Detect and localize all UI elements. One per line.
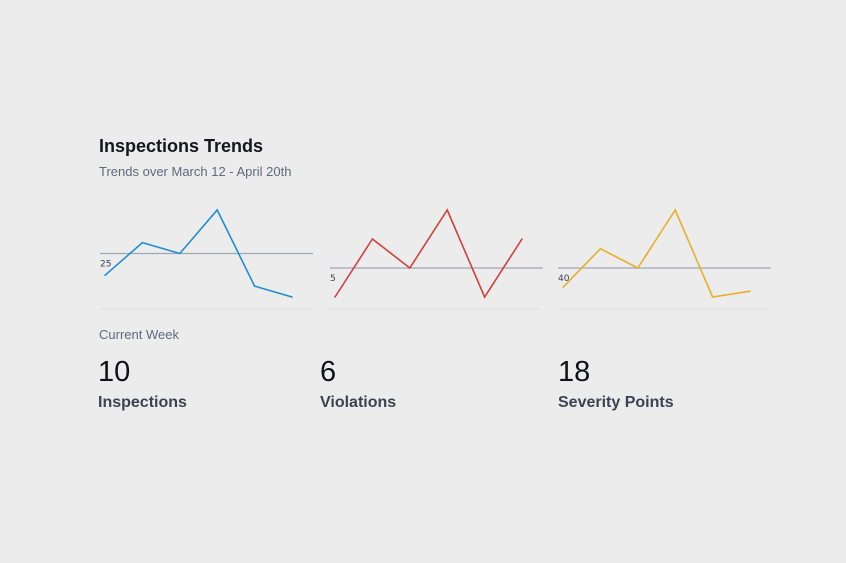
series-line [104,208,293,298]
severity-sparkline: 40 [558,208,771,310]
data-point [409,267,411,269]
inspections-stat: 10 Inspections [98,353,187,412]
data-point [253,285,256,287]
data-point [674,209,676,211]
data-point [334,296,336,298]
inspections-label: Inspections [98,394,187,411]
data-point [749,290,751,292]
series-line [334,208,523,299]
reference-line-label: 40 [558,274,570,284]
reference-line-label: 25 [100,260,111,270]
reference-line-label: 5 [330,274,336,284]
violations-sparkline: 5 [330,208,543,310]
violations-label: Violations [320,394,397,411]
data-point [637,267,639,269]
data-point [521,238,523,240]
page-subtitle: Trends over March 12 - April 20th [99,164,292,179]
data-point [104,274,106,277]
data-point [483,296,486,298]
violations-count: 6 [320,356,337,388]
data-point [562,286,564,289]
severity-count: 18 [558,356,591,388]
inspections-sparkline: 25 [100,208,313,310]
series-line [562,208,751,298]
data-point [291,296,293,298]
data-point [216,209,218,211]
data-point [446,209,448,211]
current-week-label: Current Week [99,327,179,342]
inspections-count: 10 [98,356,131,388]
page-title: Inspections Trends [99,136,264,156]
violations-stat: 6 Violations [320,353,396,412]
severity-label: Severity Points [558,394,674,411]
data-point [371,238,374,240]
data-point [179,252,181,255]
severity-stat: 18 Severity Points [558,353,674,412]
data-point [711,296,714,298]
data-point [599,247,602,250]
data-point [141,241,144,244]
